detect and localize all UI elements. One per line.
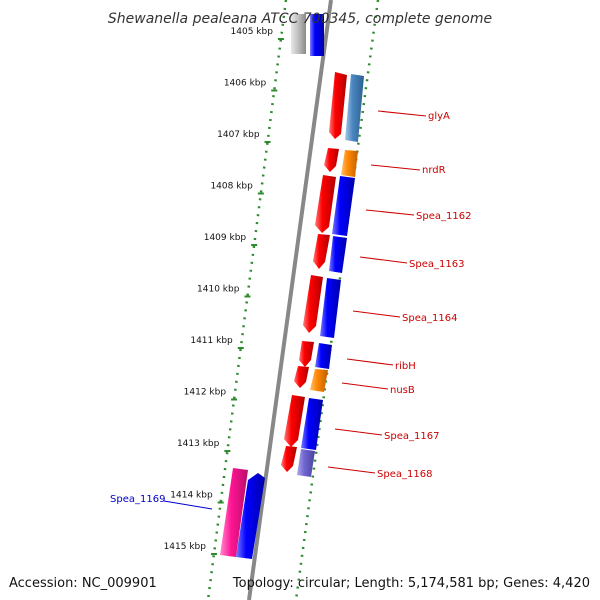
gene-feature[interactable] xyxy=(310,14,324,56)
gene-feature[interactable] xyxy=(291,14,306,54)
leader-line xyxy=(346,358,394,366)
gene-label-spea-1169[interactable]: Spea_1169 xyxy=(110,494,165,505)
kbp-tick-label: 1411 kbp xyxy=(190,336,233,346)
gene-feature[interactable] xyxy=(284,395,305,447)
gene-feature[interactable] xyxy=(281,446,297,472)
accession-text: Accession: NC_009901 xyxy=(9,576,157,591)
gene-label-spea-1167[interactable]: Spea_1167 xyxy=(384,431,439,442)
inner-dotted-guide xyxy=(206,0,288,600)
gene-feature[interactable] xyxy=(236,473,265,559)
gene-label-nrdR[interactable]: nrdR xyxy=(422,165,446,176)
leader-line xyxy=(359,256,408,264)
gene-feature[interactable] xyxy=(315,175,336,233)
gene-feature[interactable] xyxy=(310,369,328,392)
genome-backbone xyxy=(247,0,333,600)
leader-line xyxy=(365,209,415,216)
gene-label-glyA[interactable]: glyA xyxy=(428,111,450,122)
gene-features xyxy=(220,14,364,559)
gene-label-spea-1163[interactable]: Spea_1163 xyxy=(409,259,464,270)
gene-feature[interactable] xyxy=(220,468,248,557)
kbp-tick-label: 1407 kbp xyxy=(217,130,260,140)
gene-label-nusB[interactable]: nusB xyxy=(390,385,415,396)
kbp-tick-label: 1412 kbp xyxy=(184,388,227,398)
kbp-tick-label: 1409 kbp xyxy=(204,233,247,243)
kbp-tick-label: 1413 kbp xyxy=(177,439,220,449)
gene-feature[interactable] xyxy=(315,343,332,369)
gene-feature[interactable] xyxy=(345,74,364,142)
gene-feature[interactable] xyxy=(332,176,355,236)
gene-feature[interactable] xyxy=(299,341,314,367)
leader-line xyxy=(377,110,427,117)
gene-feature[interactable] xyxy=(294,366,309,388)
gene-label-spea-1164[interactable]: Spea_1164 xyxy=(402,313,457,324)
leader-line xyxy=(327,466,376,474)
leader-line xyxy=(163,500,213,510)
kbp-tick-label: 1406 kbp xyxy=(224,79,267,89)
kbp-tick-label: 1410 kbp xyxy=(197,285,240,295)
leader-line xyxy=(370,164,421,171)
gene-label-ribH[interactable]: ribH xyxy=(395,361,416,372)
topology-text: Topology: circular; Length: 5,174,581 bp… xyxy=(232,576,590,591)
gene-label-spea-1162[interactable]: Spea_1162 xyxy=(416,211,471,222)
leader-line xyxy=(352,310,401,318)
kbp-tick-label: 1415 kbp xyxy=(164,542,207,552)
gene-feature[interactable] xyxy=(297,449,315,477)
gene-feature[interactable] xyxy=(320,278,341,338)
gene-feature[interactable] xyxy=(341,150,358,177)
gene-label-spea-1168[interactable]: Spea_1168 xyxy=(377,469,432,480)
gene-feature[interactable] xyxy=(329,236,347,273)
kbp-tick-label: 1408 kbp xyxy=(210,182,253,192)
leader-line xyxy=(341,382,389,390)
gene-feature[interactable] xyxy=(313,234,330,269)
gene-feature[interactable] xyxy=(324,148,339,172)
kbp-tick-label: 1405 kbp xyxy=(231,27,274,37)
gene-feature[interactable] xyxy=(329,72,347,139)
gene-feature[interactable] xyxy=(301,398,323,450)
map-title: Shewanella pealeana ATCC 700345, complet… xyxy=(108,11,492,27)
kbp-tick-label: 1414 kbp xyxy=(170,491,213,501)
kbp-ticks: 1405 kbp 1406 kbp 1407 kbp 1408 kbp 1409 kbp… xyxy=(164,27,284,555)
outer-dotted-guide xyxy=(294,0,380,600)
gene-feature[interactable] xyxy=(303,275,323,333)
gene-labels: glyA nrdR Spea_1162 Spea_1163 Spea_1164 … xyxy=(110,110,471,510)
leader-line xyxy=(334,428,383,436)
